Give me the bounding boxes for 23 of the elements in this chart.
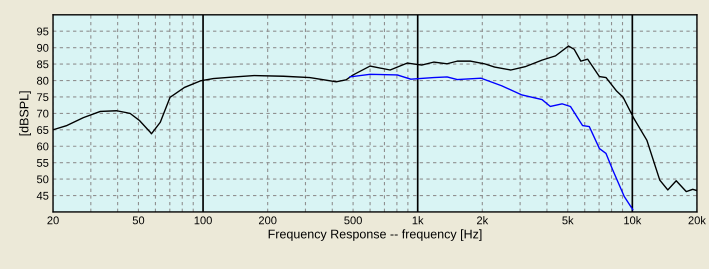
y-tick-label: 75 <box>37 93 48 102</box>
x-tick-label: 20k <box>688 216 706 224</box>
x-tick-label: 20 <box>47 216 59 224</box>
y-tick-label: 70 <box>37 110 48 118</box>
x-tick-label: 500 <box>344 216 362 224</box>
y-tick-label: 65 <box>37 126 48 134</box>
y-tick-label: 90 <box>37 44 48 52</box>
y-tick-label: 85 <box>36 60 48 68</box>
x-tick-label: 100 <box>194 216 212 224</box>
x-tick-label: 5k <box>562 216 574 224</box>
x-tick-label: 10k <box>624 216 642 224</box>
x-axis-title: Frequency Response -- frequency [Hz] <box>268 229 482 241</box>
x-tick-label: 2k <box>477 216 488 224</box>
y-tick-label: 45 <box>36 192 48 200</box>
y-tick-label: 60 <box>37 142 48 150</box>
y-tick-label: 55 <box>36 159 48 167</box>
x-tick-label: 200 <box>258 216 277 224</box>
y-axis-title: [dBSPL] <box>19 91 31 136</box>
x-tick-label: 1k <box>412 216 424 224</box>
y-tick-label: 50 <box>36 175 48 184</box>
y-tick-label: 95 <box>37 27 48 36</box>
x-tick-label: 50 <box>132 216 144 224</box>
y-tick-label: 80 <box>36 76 48 85</box>
